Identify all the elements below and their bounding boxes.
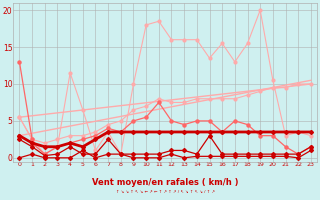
- X-axis label: Vent moyen/en rafales ( km/h ): Vent moyen/en rafales ( km/h ): [92, 178, 238, 187]
- Text: ↑ ↘ ↘ ↑ ↖ ↘ ← ↗ ← ↑ ↗ ↑ ↗ / ↖ ↘ ↑ ↖ ↘ / ↑ ↗: ↑ ↘ ↘ ↑ ↖ ↘ ← ↗ ← ↑ ↗ ↑ ↗ / ↖ ↘ ↑ ↖ ↘ / …: [116, 190, 215, 194]
